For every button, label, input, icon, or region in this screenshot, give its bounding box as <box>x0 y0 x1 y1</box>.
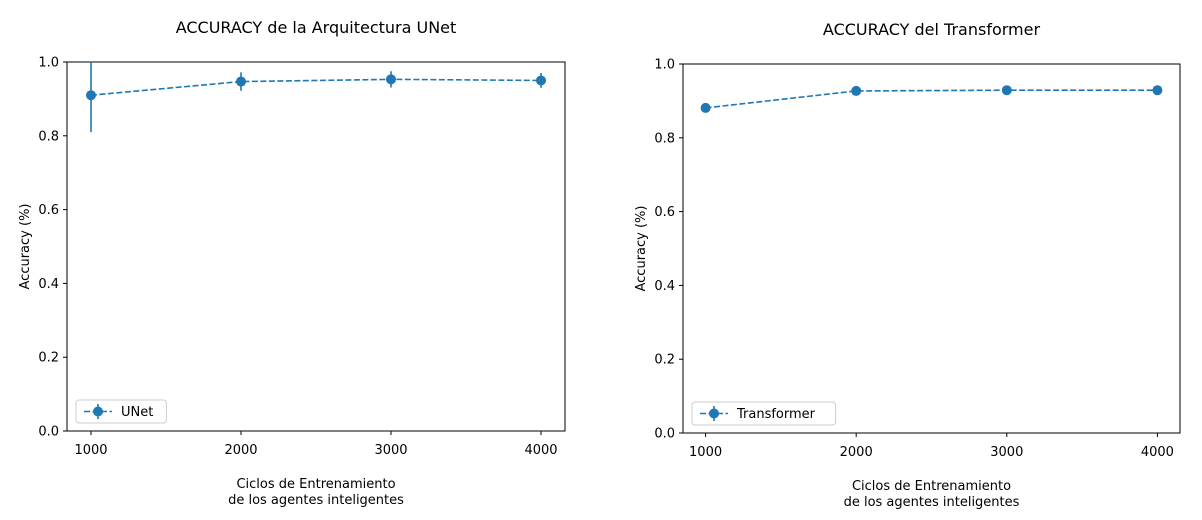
x-tick-label: 1000 <box>74 443 107 458</box>
y-tick-label: 0.8 <box>38 129 59 144</box>
y-tick-label: 0.0 <box>38 425 59 440</box>
legend-label: Transformer <box>736 407 816 422</box>
y-tick-label: 0.4 <box>654 279 675 294</box>
y-axis-label: Accuracy (%) <box>634 206 649 292</box>
data-point <box>851 85 862 96</box>
unet-accuracy-chart: ACCURACY de la Arquitectura UNet 0.0 0.2 0.… <box>18 18 566 508</box>
series-line-unet <box>90 78 542 97</box>
legend-marker <box>93 406 103 417</box>
y-tick-label: 1.0 <box>38 56 59 71</box>
data-point <box>536 75 546 86</box>
series-line-transformer <box>705 89 1158 109</box>
chart-title: ACCURACY de la Arquitectura UNet <box>176 18 457 37</box>
y-tick-label: 0.4 <box>38 277 59 292</box>
legend-marker <box>709 408 719 419</box>
x-axis-label: de los agentes inteligentes <box>228 493 404 508</box>
x-tick-label: 3000 <box>374 443 407 458</box>
plot-frame <box>66 61 566 432</box>
legend-label: UNet <box>121 405 153 420</box>
chart-title: ACCURACY del Transformer <box>823 20 1041 39</box>
x-tick-label: 2000 <box>840 445 873 460</box>
y-tick-label: 0.6 <box>654 205 675 220</box>
data-point <box>86 90 96 101</box>
y-tick-label: 0.8 <box>654 131 675 146</box>
x-tick-label: 3000 <box>990 445 1023 460</box>
legend: UNet <box>75 399 167 424</box>
y-axis-label: Accuracy (%) <box>18 204 33 290</box>
y-tick-label: 0.2 <box>654 353 675 368</box>
y-tick-label: 0.6 <box>38 203 59 218</box>
data-point <box>236 76 246 87</box>
legend: Transformer <box>691 401 837 426</box>
x-tick-label: 2000 <box>224 443 257 458</box>
plot-frame <box>682 63 1181 434</box>
x-axis-label: Ciclos de Entrenamiento <box>852 479 1011 494</box>
y-tick-label: 0.0 <box>654 427 675 442</box>
y-tick-label: 0.2 <box>38 351 59 366</box>
x-tick-label: 4000 <box>524 443 557 458</box>
x-tick-label: 4000 <box>1141 445 1174 460</box>
x-axis-label: de los agentes inteligentes <box>844 495 1020 510</box>
data-point <box>1152 85 1163 96</box>
data-point <box>700 102 711 113</box>
legend-box <box>691 401 837 426</box>
data-point <box>1001 85 1012 96</box>
x-axis-label: Ciclos de Entrenamiento <box>236 477 395 492</box>
data-point <box>386 74 396 85</box>
transformer-accuracy-chart: ACCURACY del Transformer 0.0 0.2 0.4 0.6 0.8 1… <box>634 20 1181 510</box>
x-tick-label: 1000 <box>689 445 722 460</box>
y-tick-label: 1.0 <box>654 58 675 73</box>
